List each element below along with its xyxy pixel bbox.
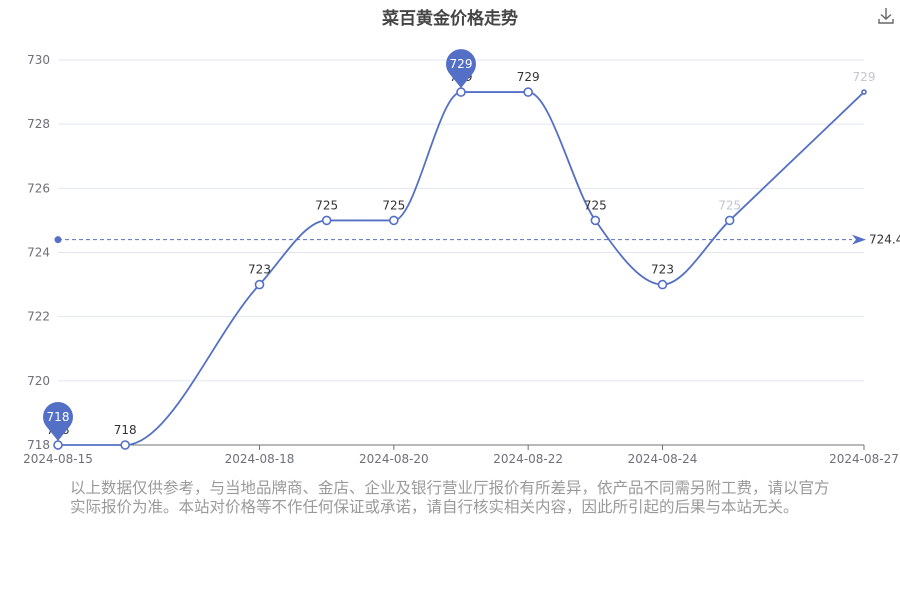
max-marker-label: 729 xyxy=(450,57,473,71)
data-point xyxy=(321,215,332,226)
y-tick-label: 722 xyxy=(27,310,50,324)
x-tick-label: 2024-08-22 xyxy=(493,452,563,466)
x-tick-label: 2024-08-27 xyxy=(829,452,899,466)
data-point xyxy=(590,215,601,226)
data-label: 718 xyxy=(114,423,137,437)
average-label: 724.4 xyxy=(869,233,900,247)
y-tick-label: 724 xyxy=(27,246,50,260)
data-label: 723 xyxy=(651,263,674,277)
data-point xyxy=(120,440,130,450)
data-label: 723 xyxy=(248,263,271,277)
data-label: 725 xyxy=(315,198,338,212)
y-tick-label: 718 xyxy=(27,438,50,452)
average-line-arrow xyxy=(852,234,866,245)
series-line xyxy=(58,91,865,446)
disclaimer-text: 以上数据仅供参考，与当地品牌商、金店、企业及银行营业厅报价有所差异，依产品不同需… xyxy=(70,479,830,516)
min-marker-label: 718 xyxy=(47,410,70,424)
chart-title: 菜百黄金价格走势 xyxy=(382,9,518,29)
min-marker xyxy=(43,402,73,432)
data-label: 725 xyxy=(584,198,607,212)
y-tick-label: 728 xyxy=(27,117,50,131)
data-point xyxy=(389,215,399,226)
data-label: 725 xyxy=(382,198,405,212)
data-point xyxy=(523,87,533,97)
y-tick-label: 730 xyxy=(27,53,50,67)
data-point xyxy=(53,440,63,450)
y-tick-label: 720 xyxy=(27,374,50,388)
data-point xyxy=(456,87,466,97)
data-label: 729 xyxy=(517,70,540,84)
x-tick-label: 2024-08-18 xyxy=(225,452,295,466)
average-line-start xyxy=(54,236,62,244)
x-tick-label: 2024-08-20 xyxy=(359,452,429,466)
data-label: 725 xyxy=(718,198,741,212)
data-point xyxy=(861,89,867,95)
max-marker xyxy=(446,49,476,80)
x-tick-label: 2024-08-24 xyxy=(628,452,698,466)
download-icon[interactable] xyxy=(876,6,896,26)
data-point xyxy=(657,279,668,290)
data-point xyxy=(254,279,265,290)
data-point xyxy=(724,215,735,226)
y-tick-label: 726 xyxy=(27,181,50,195)
x-tick-label: 2024-08-15 xyxy=(23,452,93,466)
data-label: 729 xyxy=(853,70,876,84)
